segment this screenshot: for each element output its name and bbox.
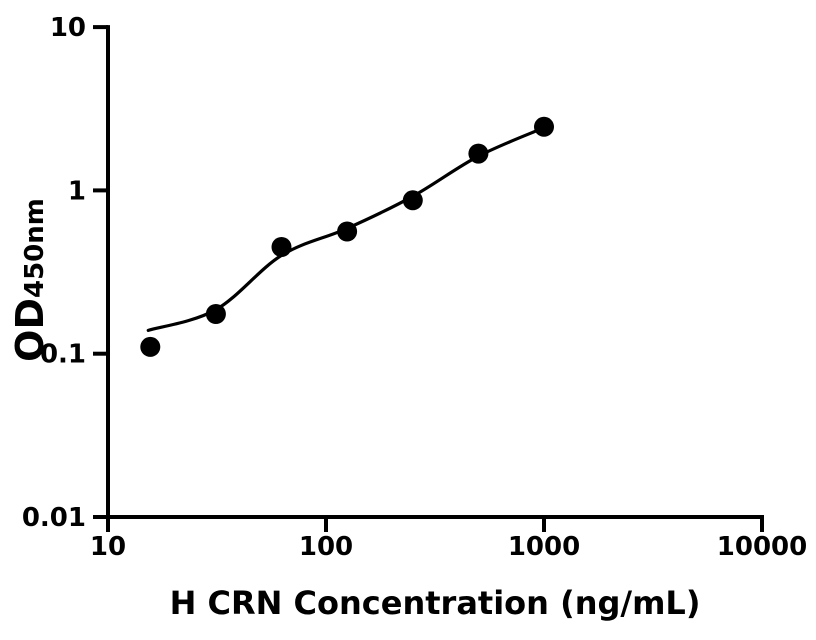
data-point-marker bbox=[271, 237, 292, 257]
data-point-marker bbox=[140, 336, 161, 357]
x-tick-label: 100 bbox=[299, 532, 353, 562]
x-tick-label: 10000 bbox=[717, 532, 807, 562]
y-tick-label: 1 bbox=[68, 176, 86, 206]
y-tick-label: 10 bbox=[50, 13, 86, 43]
data-point-marker bbox=[534, 116, 554, 137]
data-point-marker bbox=[337, 221, 358, 242]
y-axis-title: OD450nm bbox=[8, 198, 52, 362]
y-axis-title-main: OD bbox=[8, 298, 52, 362]
y-axis-title-subscript: 450nm bbox=[20, 198, 50, 298]
y-tick-label: 0.01 bbox=[22, 503, 86, 533]
data-point-marker bbox=[402, 190, 423, 211]
x-axis-title: H CRN Concentration (ng/mL) bbox=[170, 584, 701, 622]
data-point-marker bbox=[205, 304, 226, 324]
y-tick-label: 0.1 bbox=[40, 340, 86, 370]
x-tick-label: 10 bbox=[90, 532, 126, 562]
x-tick-label: 1000 bbox=[508, 532, 580, 562]
data-point-marker bbox=[468, 143, 489, 164]
